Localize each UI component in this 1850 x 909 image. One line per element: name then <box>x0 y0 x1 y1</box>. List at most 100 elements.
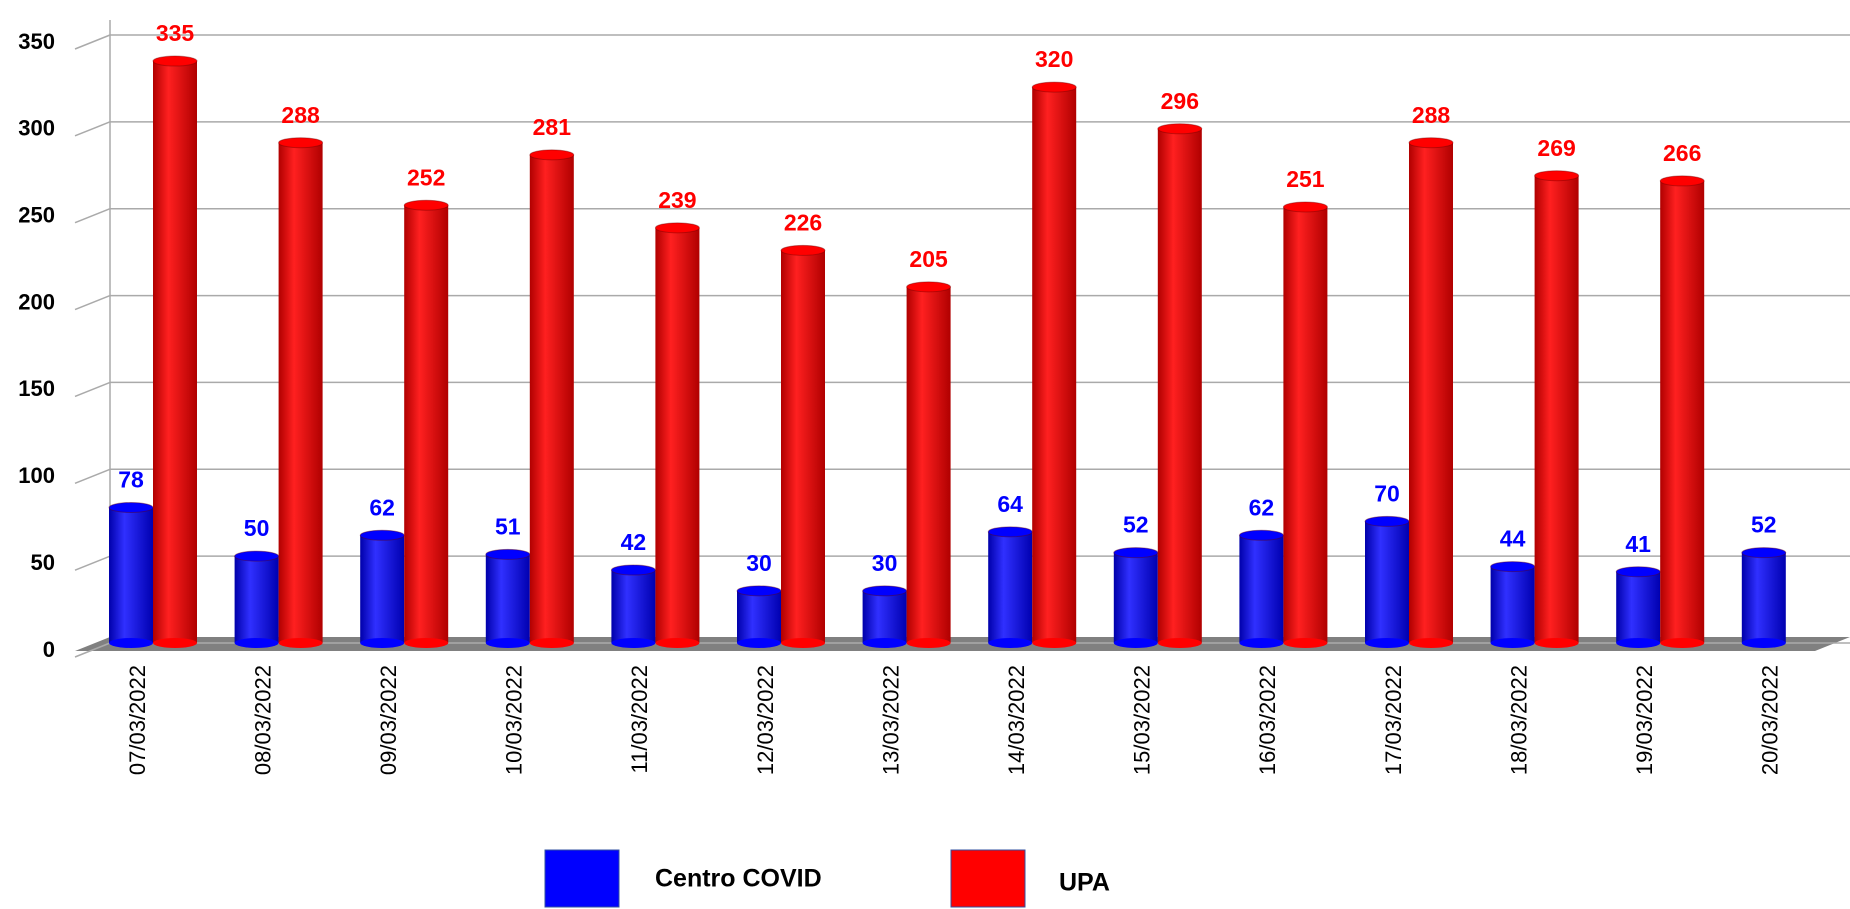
value-label: 252 <box>407 164 445 190</box>
legend-swatch <box>950 849 1026 908</box>
bar-base <box>1741 638 1786 648</box>
x-tick-label: 19/03/2022 <box>1632 665 1657 775</box>
bar-base <box>360 638 405 648</box>
bar <box>404 205 449 644</box>
bar-base <box>1534 638 1579 648</box>
x-tick-label: 20/03/2022 <box>1758 665 1783 775</box>
bar-top <box>1157 123 1203 135</box>
bar-base <box>1157 638 1202 648</box>
bar-top <box>234 550 280 562</box>
value-label: 44 <box>1500 526 1526 552</box>
y-tick-label: 100 <box>18 463 55 488</box>
bar-top <box>529 149 575 161</box>
x-tick-label: 16/03/2022 <box>1255 665 1280 775</box>
bar <box>1365 521 1409 643</box>
bar-top <box>610 564 656 576</box>
x-tick-label: 11/03/2022 <box>627 665 652 773</box>
value-label: 251 <box>1286 166 1325 192</box>
value-label: 335 <box>156 20 195 46</box>
bar-base <box>1490 638 1535 648</box>
value-label: 78 <box>118 467 144 493</box>
value-label: 205 <box>909 246 948 272</box>
x-tick-label: 08/03/2022 <box>250 665 275 775</box>
bar-base <box>1365 638 1409 648</box>
bar-top <box>862 585 908 597</box>
x-tick-label: 10/03/2022 <box>502 665 527 775</box>
bar-base <box>611 638 656 648</box>
floor <box>75 637 1850 651</box>
value-label: 70 <box>1374 480 1400 506</box>
bar-top <box>1490 561 1536 573</box>
bar-top <box>1282 201 1328 213</box>
value-label: 269 <box>1537 135 1575 161</box>
bar-base <box>1239 638 1284 648</box>
bar-top <box>906 281 952 293</box>
bar <box>278 142 323 643</box>
bar <box>611 570 656 643</box>
bar <box>529 154 574 643</box>
bar <box>1741 552 1786 643</box>
bar-base <box>404 638 449 648</box>
bar-top <box>1364 515 1410 527</box>
bar <box>1534 175 1579 644</box>
bar <box>234 556 279 643</box>
bar-top <box>108 502 154 514</box>
bar <box>906 286 951 643</box>
bar-top <box>1113 547 1159 559</box>
value-label: 52 <box>1123 512 1149 538</box>
x-tick-label: 14/03/2022 <box>1004 665 1029 775</box>
bar-top <box>1659 175 1705 187</box>
legend-label: UPA <box>1059 869 1110 897</box>
bar <box>1113 552 1158 643</box>
bar-base <box>906 638 951 648</box>
bar-top <box>654 222 700 234</box>
bar-base <box>988 638 1033 648</box>
y-tick-label: 350 <box>18 29 55 54</box>
bar-top <box>1408 137 1454 149</box>
y-tick-label: 200 <box>18 289 55 314</box>
bar-base <box>781 638 825 648</box>
grid-line-side <box>74 121 111 137</box>
grid-line-side <box>74 468 111 484</box>
value-label: 62 <box>369 494 395 520</box>
bar <box>1239 535 1284 643</box>
value-label: 239 <box>658 187 696 213</box>
bar-base <box>109 638 153 648</box>
x-tick-label: 07/03/2022 <box>125 665 150 775</box>
value-label: 50 <box>244 515 270 541</box>
legend-swatch <box>544 849 620 908</box>
bar-top <box>1534 170 1580 182</box>
bar-top <box>359 529 405 541</box>
grid-line-side <box>74 34 111 50</box>
bar-base <box>1283 638 1328 648</box>
value-label: 41 <box>1625 531 1651 557</box>
value-label: 52 <box>1751 512 1777 538</box>
y-tick-label: 250 <box>18 203 55 228</box>
bar-top <box>485 548 531 560</box>
bar-top <box>1615 566 1661 578</box>
bar-top <box>278 137 324 149</box>
bar-top <box>780 244 826 256</box>
bar <box>1490 566 1535 643</box>
bar-base <box>655 638 700 648</box>
bar-top <box>1238 529 1284 541</box>
bar-base <box>153 638 197 648</box>
value-label: 62 <box>1249 494 1275 520</box>
value-label: 288 <box>281 102 320 128</box>
bar-top <box>152 55 198 67</box>
x-tick-label: 18/03/2022 <box>1506 665 1531 775</box>
value-label: 51 <box>495 513 521 539</box>
bar <box>485 554 530 643</box>
y-tick-label: 300 <box>18 116 55 141</box>
bar-base <box>485 638 530 648</box>
bar-top <box>987 526 1033 538</box>
bar <box>109 507 153 643</box>
bar-base <box>1409 638 1453 648</box>
bar-base <box>1113 638 1158 648</box>
bar-base <box>529 638 574 648</box>
value-label: 64 <box>997 491 1023 517</box>
bar-top <box>1031 81 1077 93</box>
bar-base <box>1616 638 1661 648</box>
bar <box>862 590 907 643</box>
value-label: 288 <box>1412 102 1451 128</box>
